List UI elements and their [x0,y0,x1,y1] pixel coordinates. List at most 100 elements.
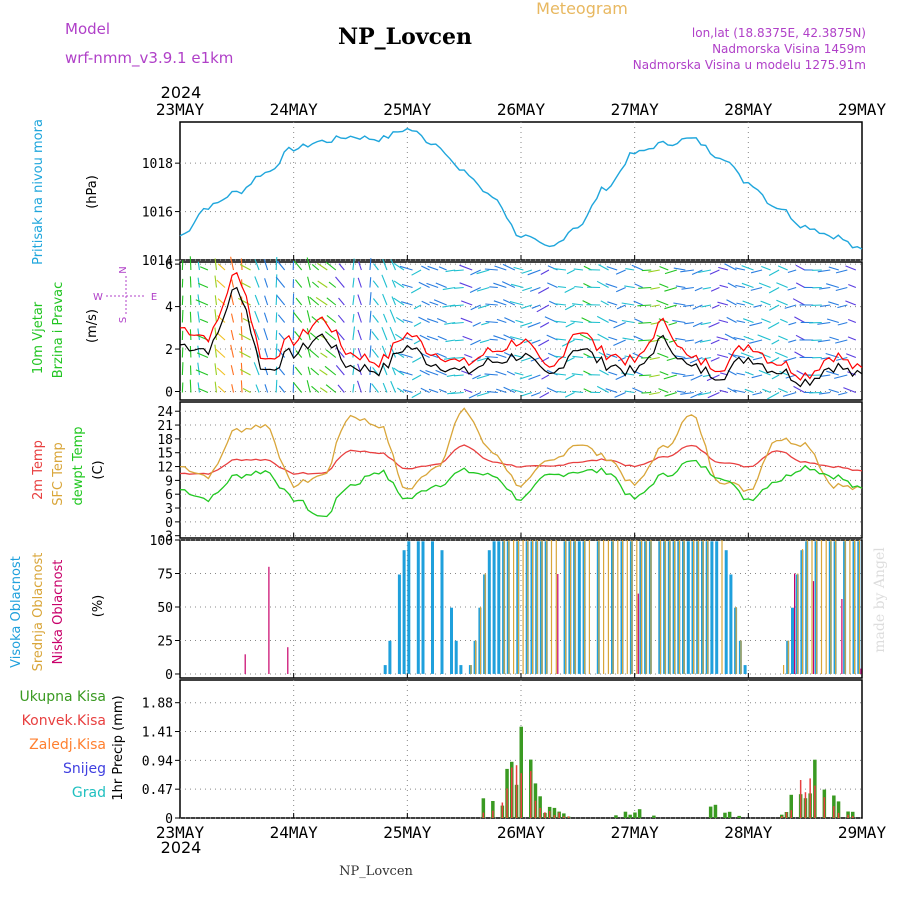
wind-arrow [311,263,320,271]
wind-arrow [311,316,320,323]
wind-arrow [706,374,720,382]
wind-arrow [357,311,362,323]
wind-arrow [461,370,473,376]
wind-arrow [752,356,763,361]
xtick-label-bottom: 29MAY [838,823,887,842]
wind-arrow [768,269,780,276]
wind-arrow [682,374,694,378]
cloud-bar-2 [454,640,458,674]
wind-arrow [751,374,763,379]
wind-arrow [641,356,652,359]
wind-arrow [539,322,550,328]
wind-arrow [427,265,439,271]
precip-total-bar [628,814,632,818]
cloud-bar-1 [517,540,519,674]
wind-arrow [656,334,669,341]
wind-arrow [570,320,584,324]
cloud-bar-1 [541,540,543,674]
wind-ylabel-2: Brzina i Pravac [51,282,66,379]
wind-arrow [826,318,839,324]
wind-arrow [240,264,251,271]
wind-arrow [566,269,575,275]
wind-arrow [510,336,524,341]
wind-arrow [470,304,481,311]
precip-conv-bar [515,765,518,818]
wind-arrow [779,370,788,376]
wind-arrow [335,365,345,376]
wind-arrow [768,287,780,294]
wind-arrow [197,277,200,288]
wind-arrow [486,391,498,394]
temp-series-line-1 [179,407,863,493]
wind-arrow [572,390,584,394]
wind-arrow [788,339,797,343]
wind-arrow [295,297,303,306]
ytick-label-wind: 0 [165,386,173,401]
wind-arrow [381,326,388,341]
wind-arrow [599,369,609,376]
temp-ylabel-sfc: SFC Temp [51,442,66,506]
precip-conv-bar [544,812,546,818]
wind-arrow [254,329,260,341]
wind-arrow [718,319,729,324]
wind-arrow [510,283,524,289]
wind-arrow [240,326,243,341]
cloud-bar-1 [636,540,638,674]
wind-arrow [546,334,558,341]
wind-arrow [214,327,218,341]
wind-arrow [489,286,498,289]
wind-arrow [650,286,660,290]
wind-arrow [521,269,533,274]
wind-arrow [719,284,729,289]
wind-arrow [197,362,200,376]
wind-arrow [613,339,626,347]
wind-arrow [820,374,831,377]
cloud-bar-2 [791,607,794,674]
wind-arrow [564,392,575,398]
ytick-label-cloud: 0 [165,668,173,683]
cloud-bar-1 [574,540,576,674]
ytick-label-wind: 4 [165,301,173,316]
cloud-bar-0 [637,593,639,674]
precip-legend-2: Zaledj.Kisa [29,737,106,753]
ytick-label-precip: 0 [165,812,173,827]
wind-arrow [294,366,303,376]
wind-arrow [596,280,609,288]
wind-arrow [504,317,516,323]
wind-arrow [276,260,286,271]
wind-arrow [779,318,788,324]
cloud-bar-1 [503,540,505,674]
wind-arrow [597,333,609,341]
wind-arrow [759,352,771,359]
model-label: Model [65,20,110,38]
wind-arrow [216,279,226,288]
wind-arrow [553,268,567,271]
wind-arrow [742,300,754,306]
wind-arrow [767,392,780,400]
cloud-bar-1 [536,540,538,674]
coords-line: lon,lat (18.8375E, 42.3875N) [692,26,866,40]
ytick-label-precip: 1.41 [142,726,173,741]
wind-arrow [428,388,439,394]
ytick-label-temperature: 15 [157,447,173,462]
wind-arrow [554,355,567,359]
ytick-label-precip: 0.94 [142,754,173,769]
cloud-bar-1 [631,540,633,674]
wind-arrow [641,269,652,272]
wind-arrow [579,333,592,341]
cloud-bar-1 [569,540,572,674]
cloud-bar-1 [697,540,699,674]
wind-arrow [453,269,464,272]
cloud-bar-0 [287,647,289,674]
wind-arrow [469,287,481,293]
wind-arrow [460,317,473,324]
cloud-bar-0 [860,668,862,674]
cloud-bar-1 [513,540,515,674]
wind-arrow [820,304,831,307]
wind-arrow [694,339,703,344]
cloud-bar-1 [721,540,723,674]
wind-arrow [373,263,379,271]
wind-arrow [306,310,311,323]
cloud-bar-2 [407,541,411,674]
wind-arrow [752,391,763,396]
